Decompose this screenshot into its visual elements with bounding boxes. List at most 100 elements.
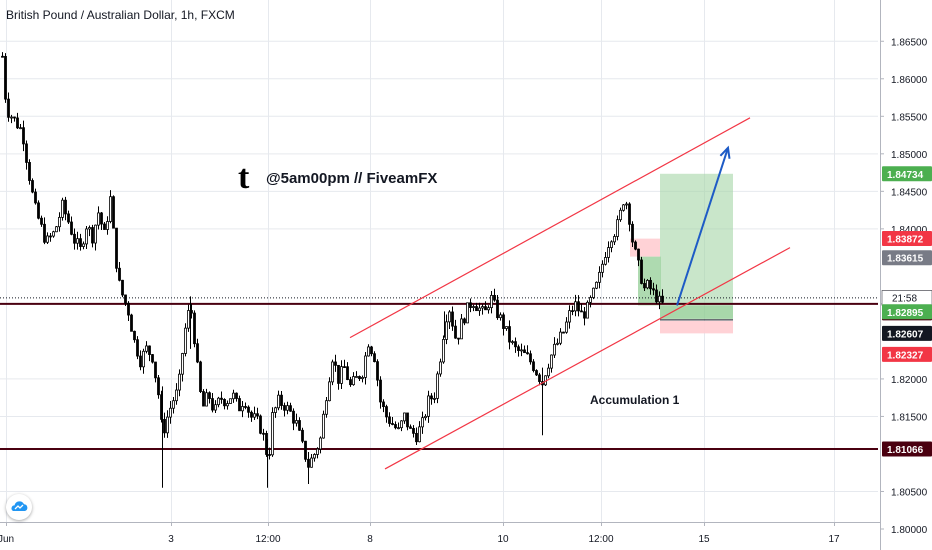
candle-body [88,227,91,230]
candle-body [268,454,271,456]
candle-body [598,271,601,283]
candle-body [127,302,130,316]
candle-body [4,56,7,100]
candle-body [502,314,505,329]
candle-body [397,427,400,430]
candle-body [511,341,514,344]
candle-body [106,221,109,230]
candle-body [499,314,502,319]
candle-body [604,257,607,265]
candle-body [379,379,382,403]
candle-body [493,294,496,301]
candle-body [430,395,433,400]
candle-body [76,238,79,244]
candle-body [352,376,355,386]
price-badge-label: 1.83615 [887,254,924,265]
candle-body [547,367,550,377]
candle-body [175,389,178,402]
candle-body [517,346,520,351]
candle-body [232,392,235,400]
candle-body [550,354,553,369]
candle-body [589,297,592,303]
candle-body [112,196,115,229]
cloud-icon [11,501,28,511]
candle-body [217,397,220,406]
candle-body [460,318,463,340]
candle-body [70,221,73,235]
candle-body [529,353,532,363]
price-badge-label: 1.82327 [887,350,924,361]
time-tick-label: 10 [497,534,509,545]
tradingview-logo[interactable] [6,494,32,520]
candle-body [568,310,571,323]
candle-body [652,288,655,291]
candle-body [394,424,397,429]
candle-body [97,212,100,226]
time-axis[interactable]: Jun 3 12:00 8 10 12:00 15 17 [0,522,880,550]
candle-body [139,355,142,368]
candle-body [130,314,133,332]
candle-body [469,302,472,308]
candle-body [646,279,649,289]
candle-body [19,127,22,130]
candle-body [136,339,139,357]
time-tick-label: Jun [0,534,14,545]
candle-body [145,345,148,352]
candle-body [55,226,58,233]
candle-body [577,301,580,312]
candle-body [22,127,25,145]
candle-body [508,326,511,343]
candle-body [142,350,145,368]
projection-arrow [676,145,731,306]
price-badge-label: 1.83872 [887,234,924,245]
time-tick-label: 17 [828,534,840,545]
candle-body [202,391,205,407]
candle-body [361,377,364,380]
candle-body [628,203,631,225]
candle-body [304,440,307,460]
candle-body [451,311,454,327]
candle-body [73,233,76,244]
candle-body [271,412,274,456]
candle-body [331,361,334,383]
candle-body [523,349,526,354]
candle-body [466,302,469,324]
candle-body [637,248,640,261]
candle-body [367,346,370,357]
price-badge-label: 1.84734 [887,170,924,181]
candle-body [382,401,385,408]
price-axis-background [880,0,932,550]
candle-body [151,354,154,363]
price-axis[interactable]: 1.800001.805001.815001.820001.830001.840… [880,0,932,550]
candle-body [199,361,202,392]
candle-body [520,349,523,352]
candle-body [133,330,136,341]
candle-body [34,191,37,204]
candle-body [85,228,88,245]
candle-body [46,235,49,243]
candle-body [634,241,637,250]
time-tick-label: 15 [698,534,710,545]
candle-body [409,426,412,429]
candle-body [313,454,316,459]
price-badge-label: 1.82607 [887,329,924,340]
candle-body [253,413,256,418]
candle-body [325,400,328,415]
candle-body [289,405,292,412]
candle-body [622,204,625,211]
candle-body [424,415,427,419]
candle-body [238,398,241,412]
candle-body [391,423,394,425]
candle-body [25,143,28,163]
candle-body [583,311,586,319]
channel-upper-line [349,117,751,339]
candle-body [586,301,589,319]
position-zones [630,173,733,334]
candle-body [601,263,604,273]
candle-body [64,199,67,215]
candle-body [376,361,379,381]
candle-body [205,392,208,407]
time-tick-label: 3 [168,534,174,545]
candle-body [385,406,388,418]
